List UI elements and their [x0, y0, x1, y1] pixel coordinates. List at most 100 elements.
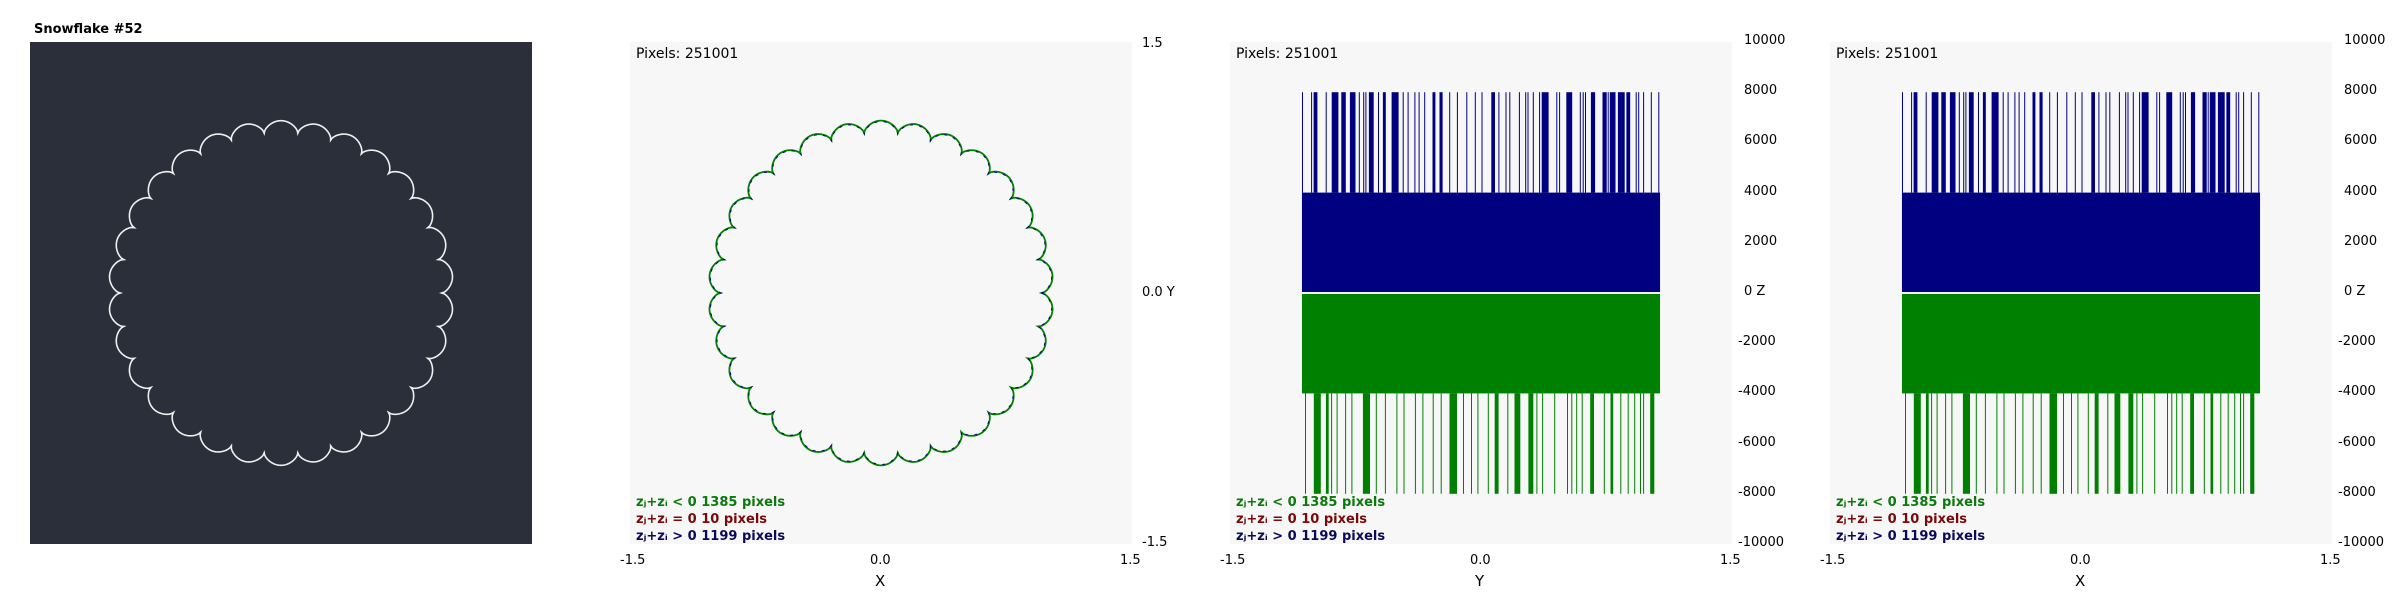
svg-yz-spike-pos: [1313, 92, 1318, 193]
svg-xz-spike-neg: [2077, 393, 2079, 494]
svg-xz-spike-pos: [2127, 92, 2129, 193]
svg-xz-spike-pos: [2258, 92, 2260, 193]
svg-xz-ytick: -10000: [2338, 535, 2385, 550]
svg-xz-spike-pos: [1949, 92, 1956, 193]
svg-xz-spike-neg: [1996, 393, 1998, 494]
svg-yz-spike-pos: [1402, 92, 1404, 193]
svg-yz-spike-pos: [1541, 92, 1549, 193]
svg-xz-spike-pos: [1968, 92, 1974, 193]
svg-yz-spike-pos: [1590, 92, 1596, 193]
svg-xz-spike-neg: [2190, 393, 2194, 494]
svg-xz-spike-neg: [2128, 393, 2134, 494]
svg-yz-spike-neg: [1620, 393, 1622, 494]
svg-yz-spike-neg: [1422, 393, 1424, 494]
yz-xtick-mid: 0.0: [1470, 553, 1491, 568]
svg-yz-spike-pos: [1626, 92, 1631, 193]
svg-yz-spike-neg: [1634, 393, 1636, 494]
svg-xz-spike-neg: [2250, 393, 2255, 494]
xy-xtick-mid: 0.0: [870, 553, 891, 568]
svg-xz-spike-pos: [1991, 92, 1999, 193]
svg-yz-spike-neg: [1305, 393, 1306, 494]
svg-yz-spike-neg: [1590, 393, 1594, 494]
svg-xz-spike-pos: [2081, 92, 2083, 193]
svg-xz-spike-pos: [2185, 92, 2186, 193]
svg-xz-spike-pos: [1911, 92, 1913, 193]
svg-yz-spike-pos: [1650, 92, 1652, 193]
svg-yz-spike-neg: [1603, 393, 1605, 494]
svg-xz-spike-pos: [2118, 92, 2120, 193]
svg-yz-spike-neg: [1313, 393, 1321, 494]
svg-yz-spike-neg: [1536, 393, 1538, 494]
svg-yz-ytick: -6000: [1738, 434, 1776, 450]
svg-yz-spike-pos: [1518, 92, 1520, 193]
xy-ytick-top: 1.5: [1142, 36, 1163, 51]
svg-xz-spike-neg: [1962, 393, 1970, 494]
svg-xz-spike-neg: [2040, 393, 2042, 494]
svg-yz-spike-pos: [1579, 92, 1581, 193]
xz-legend: zⱼ+zᵢ < 0 1385 pixels zⱼ+zᵢ = 0 10 pixel…: [1836, 494, 1985, 545]
svg-yz-spike-pos: [1498, 92, 1500, 193]
svg-yz-ytick: -4000: [1738, 384, 1776, 400]
legend-pos: zⱼ+zᵢ > 0 1199 pixels: [1236, 529, 1386, 544]
svg-yz-spike-neg: [1403, 393, 1405, 494]
xz-pixels-label: Pixels: 251001: [1836, 46, 1939, 62]
svg-xz-spike-pos: [2056, 92, 2058, 193]
svg-xz-spike-neg: [1945, 393, 1947, 494]
svg-xz-ytick: 8000: [2344, 83, 2378, 99]
legend-neg: zⱼ+zᵢ < 0 1385 pixels: [1236, 495, 1386, 510]
svg-xz-ytick: 10000: [2344, 33, 2386, 48]
xy-xtick-left: -1.5: [620, 553, 646, 568]
svg-xz-spike-neg: [2240, 393, 2241, 494]
svg-xz-spike-pos: [2032, 92, 2036, 193]
svg-xz-spike-pos: [2190, 92, 2196, 193]
svg-yz-spike-neg: [1432, 393, 1434, 494]
svg-xz-ytick: -8000: [2338, 484, 2376, 500]
svg-xz-ytick: -4000: [2338, 384, 2376, 400]
svg-xz-spike-neg: [2142, 393, 2144, 494]
svg-xz-spike-pos: [2024, 92, 2026, 193]
xy-ring-trace-navy: [709, 121, 1053, 465]
svg-xz-spike-pos: [2179, 92, 2181, 193]
svg-xz-spike-neg: [1984, 393, 1986, 494]
svg-xz-spike-pos: [2235, 92, 2237, 193]
svg-yz-spike-neg: [1542, 393, 1544, 494]
svg-yz-ytick: -2000: [1738, 334, 1776, 350]
xy-ring-trace-green: [708, 119, 1054, 467]
svg-xz-spike-neg: [2176, 393, 2178, 494]
xy-xtick-right: 1.5: [1120, 553, 1141, 568]
svg-xz-negative-band: [1901, 294, 2261, 394]
svg-xz-spike-neg: [2022, 393, 2024, 494]
svg-yz-spike-pos: [1491, 92, 1495, 193]
svg-xz-spike-pos: [2139, 92, 2141, 193]
svg-xz-spike-neg: [2087, 393, 2089, 494]
svg-yz-spike-pos: [1418, 92, 1420, 193]
svg-xz-spike-pos: [2074, 92, 2076, 193]
xz-xlabel: X: [2075, 572, 2086, 590]
svg-yz-spike-pos: [1525, 92, 1527, 193]
svg-yz-spike-pos: [1439, 92, 1443, 193]
svg-yz-spike-neg: [1640, 393, 1641, 494]
svg-yz-ytick: -10000: [1738, 535, 1785, 550]
svg-xz-spike-pos: [1902, 92, 1903, 193]
svg-yz-spike-pos: [1481, 92, 1483, 193]
xy-pixels-label: Pixels: 251001: [636, 46, 739, 62]
yz-plot-area: [1230, 42, 1732, 544]
svg-yz-ytick: 10000: [1744, 33, 1786, 48]
svg-yz-spike-neg: [1643, 393, 1645, 494]
svg-yz-spike-pos: [1368, 92, 1374, 193]
svg-yz-spike-pos: [1505, 92, 1507, 193]
svg-xz-spike-pos: [2002, 92, 2004, 193]
svg-xz-spike-pos: [2166, 92, 2173, 193]
svg-yz-spike-pos: [1609, 92, 1616, 193]
svg-xz-spike-neg: [2032, 393, 2034, 494]
legend-zero: zⱼ+zᵢ = 0 10 pixels: [1836, 512, 1968, 527]
yz-xlabel: Y: [1475, 572, 1485, 590]
svg-xz-spike-neg: [1951, 393, 1953, 494]
xz-xtick-left: -1.5: [1820, 553, 1846, 568]
svg-xz-spike-pos: [2018, 92, 2020, 193]
svg-xz-spike-pos: [1978, 92, 1979, 193]
svg-xz-spike-neg: [2167, 393, 2168, 494]
svg-yz-spike-pos: [1635, 92, 1637, 193]
svg-xz-ytick: 2000: [2344, 233, 2378, 249]
yz-legend: zⱼ+zᵢ < 0 1385 pixels zⱼ+zᵢ = 0 10 pixel…: [1236, 494, 1385, 545]
